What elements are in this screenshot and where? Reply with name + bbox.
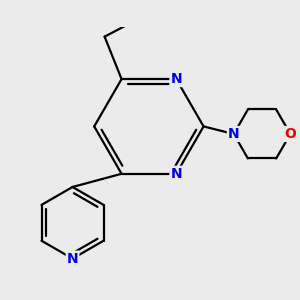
- Text: O: O: [284, 127, 296, 141]
- Text: N: N: [228, 127, 240, 141]
- Text: N: N: [67, 252, 78, 266]
- Text: N: N: [170, 72, 182, 86]
- Text: N: N: [170, 167, 182, 181]
